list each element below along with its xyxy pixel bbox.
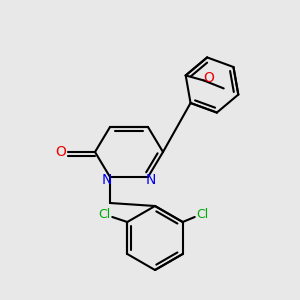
Text: N: N (102, 173, 112, 187)
Text: O: O (203, 71, 214, 85)
Text: Cl: Cl (196, 208, 209, 221)
Text: O: O (56, 145, 66, 159)
Text: N: N (146, 173, 156, 187)
Text: Cl: Cl (98, 208, 110, 221)
